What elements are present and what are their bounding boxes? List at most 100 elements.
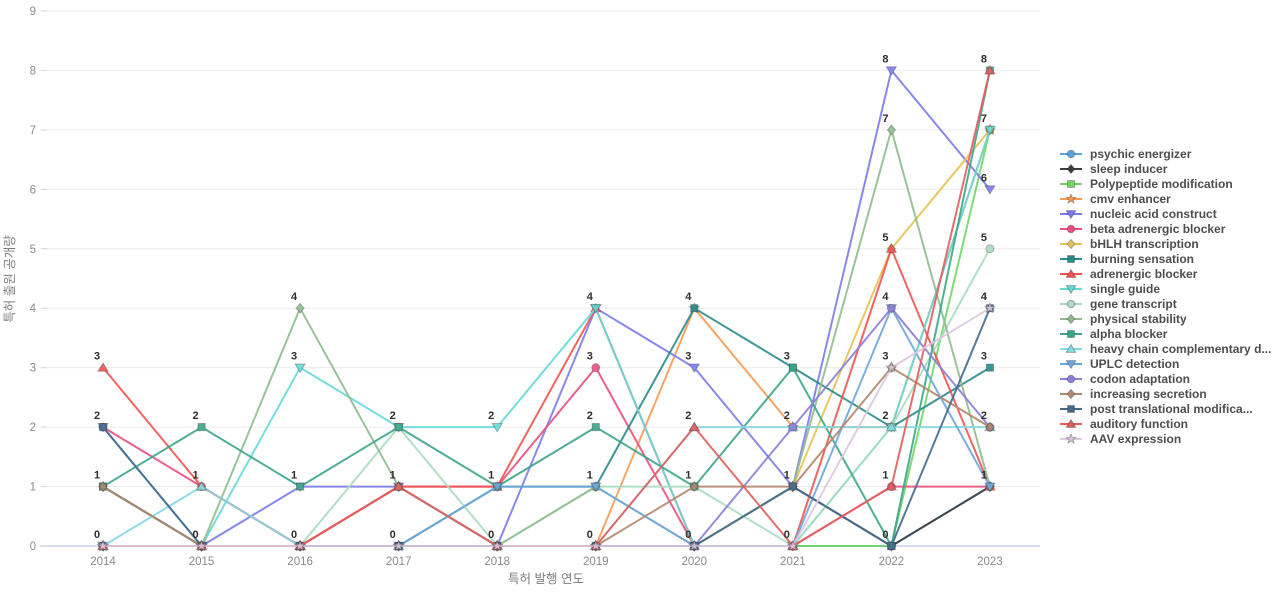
x-tick-label: 2021 bbox=[780, 556, 806, 568]
y-tick-label: 8 bbox=[30, 65, 36, 77]
point-value-label: 2 bbox=[488, 410, 494, 422]
data-series bbox=[96, 64, 997, 552]
y-axis-title: 특허 출원 공개량 bbox=[3, 235, 17, 323]
legend-label: physical stability bbox=[1090, 312, 1187, 326]
legend: psychic energizer sleep inducer Polypeptid… bbox=[1058, 148, 1271, 445]
y-tick-label: 6 bbox=[30, 184, 36, 196]
triangle-down-swatch-icon bbox=[1060, 360, 1082, 369]
point-value-label: 3 bbox=[882, 351, 888, 363]
y-tick-label: 9 bbox=[30, 6, 36, 18]
point-value-label: 2 bbox=[587, 410, 593, 422]
legend-label: post translational modifica... bbox=[1090, 402, 1253, 416]
point-value-label: 0 bbox=[488, 529, 494, 541]
point-value-label: 1 bbox=[587, 470, 593, 482]
legend-label: bHLH transcription bbox=[1090, 237, 1199, 251]
legend-label: burning sensation bbox=[1090, 252, 1195, 266]
diamond-swatch-icon bbox=[1060, 389, 1082, 399]
legend-item-gene-transcript[interactable]: gene transcript bbox=[1058, 298, 1271, 310]
square-swatch-icon bbox=[1060, 180, 1082, 188]
x-tick-label: 2022 bbox=[879, 556, 905, 568]
point-value-label: 3 bbox=[685, 351, 691, 363]
triangle-up-swatch-icon bbox=[1060, 344, 1082, 353]
triangle-up-swatch-icon bbox=[1060, 269, 1082, 278]
point-value-label: 0 bbox=[587, 529, 593, 541]
point-value-label: 4 bbox=[291, 291, 298, 303]
point-value-label: 2 bbox=[192, 410, 198, 422]
diamond-swatch-icon bbox=[1060, 239, 1082, 249]
legend-label: nucleic acid construct bbox=[1090, 207, 1217, 221]
y-tick-label: 5 bbox=[30, 244, 36, 256]
legend-label: heavy chain complementary d... bbox=[1090, 342, 1272, 356]
point-value-label: 0 bbox=[685, 529, 691, 541]
legend-item-adrenergic-blocker[interactable]: adrenergic blocker bbox=[1058, 268, 1271, 280]
legend-item-heavy-chain-complementary-d-[interactable]: heavy chain complementary d... bbox=[1058, 343, 1271, 355]
x-tick-label: 2018 bbox=[484, 556, 510, 568]
legend-item-post-translational-modifica-[interactable]: post translational modifica... bbox=[1058, 403, 1271, 415]
legend-label: AAV expression bbox=[1090, 432, 1182, 446]
y-tick-label: 4 bbox=[30, 303, 37, 315]
legend-item-codon-adaptation[interactable]: codon adaptation bbox=[1058, 373, 1271, 385]
point-value-label: 1 bbox=[192, 470, 198, 482]
circle-swatch-icon bbox=[1060, 299, 1082, 309]
point-value-label: 2 bbox=[685, 410, 691, 422]
triangle-up-swatch-icon bbox=[1060, 419, 1082, 428]
point-value-label: 0 bbox=[291, 529, 297, 541]
point-value-label: 1 bbox=[784, 470, 790, 482]
legend-item-nucleic-acid-construct[interactable]: nucleic acid construct bbox=[1058, 208, 1271, 220]
point-value-label: 1 bbox=[981, 470, 987, 482]
legend-label: beta adrenergic blocker bbox=[1090, 222, 1226, 236]
star-swatch-icon bbox=[1060, 434, 1082, 444]
legend-item-uplc-detection[interactable]: UPLC detection bbox=[1058, 358, 1271, 370]
point-value-label: 1 bbox=[390, 470, 396, 482]
legend-label: gene transcript bbox=[1090, 297, 1177, 311]
legend-label: adrenergic blocker bbox=[1090, 267, 1198, 281]
point-value-label: 2 bbox=[390, 410, 396, 422]
circle-swatch-icon bbox=[1060, 224, 1082, 234]
point-value-label: 4 bbox=[882, 291, 889, 303]
star-swatch-icon bbox=[1060, 194, 1082, 204]
circle-swatch-icon bbox=[1060, 374, 1082, 384]
legend-item-increasing-secretion[interactable]: increasing secretion bbox=[1058, 388, 1271, 400]
legend-item-sleep-inducer[interactable]: sleep inducer bbox=[1058, 163, 1271, 175]
legend-item-cmv-enhancer[interactable]: cmv enhancer bbox=[1058, 193, 1271, 205]
legend-item-burning-sensation[interactable]: burning sensation bbox=[1058, 253, 1271, 265]
point-value-label: 4 bbox=[587, 291, 594, 303]
legend-label: UPLC detection bbox=[1090, 357, 1180, 371]
square-swatch-icon bbox=[1060, 405, 1082, 413]
legend-item-physical-stability[interactable]: physical stability bbox=[1058, 313, 1271, 325]
point-value-label: 2 bbox=[981, 410, 987, 422]
legend-label: codon adaptation bbox=[1090, 372, 1190, 386]
point-value-label: 3 bbox=[587, 351, 593, 363]
legend-item-psychic-energizer[interactable]: psychic energizer bbox=[1058, 148, 1271, 160]
legend-label: increasing secretion bbox=[1090, 387, 1207, 401]
point-value-label: 1 bbox=[488, 470, 494, 482]
legend-item-aav-expression[interactable]: AAV expression bbox=[1058, 433, 1271, 445]
point-value-label: 1 bbox=[291, 470, 297, 482]
legend-item-polypeptide-modification[interactable]: Polypeptide modification bbox=[1058, 178, 1271, 190]
point-value-label: 2 bbox=[784, 410, 790, 422]
point-value-label: 0 bbox=[784, 529, 790, 541]
point-value-label: 2 bbox=[94, 410, 100, 422]
point-value-label: 6 bbox=[981, 172, 987, 184]
legend-label: alpha blocker bbox=[1090, 327, 1168, 341]
legend-item-single-guide[interactable]: single guide bbox=[1058, 283, 1271, 295]
point-value-label: 7 bbox=[981, 113, 987, 125]
legend-item-auditory-function[interactable]: auditory function bbox=[1058, 418, 1271, 430]
legend-item-alpha-blocker[interactable]: alpha blocker bbox=[1058, 328, 1271, 340]
point-value-label: 1 bbox=[685, 470, 691, 482]
x-tick-label: 2019 bbox=[583, 556, 609, 568]
triangle-down-swatch-icon bbox=[1060, 285, 1082, 294]
series-aav-expression bbox=[96, 301, 997, 552]
circle-swatch-icon bbox=[1060, 149, 1082, 159]
x-tick-label: 2017 bbox=[386, 556, 412, 568]
legend-label: sleep inducer bbox=[1090, 162, 1168, 176]
point-value-label: 4 bbox=[981, 291, 988, 303]
point-value-label: 8 bbox=[882, 53, 888, 65]
legend-item-beta-adrenergic-blocker[interactable]: beta adrenergic blocker bbox=[1058, 223, 1271, 235]
legend-item-bhlh-transcription[interactable]: bHLH transcription bbox=[1058, 238, 1271, 250]
legend-label: cmv enhancer bbox=[1090, 192, 1171, 206]
point-value-label: 8 bbox=[981, 53, 987, 65]
point-value-label: 3 bbox=[94, 351, 100, 363]
x-tick-label: 2020 bbox=[682, 556, 708, 568]
